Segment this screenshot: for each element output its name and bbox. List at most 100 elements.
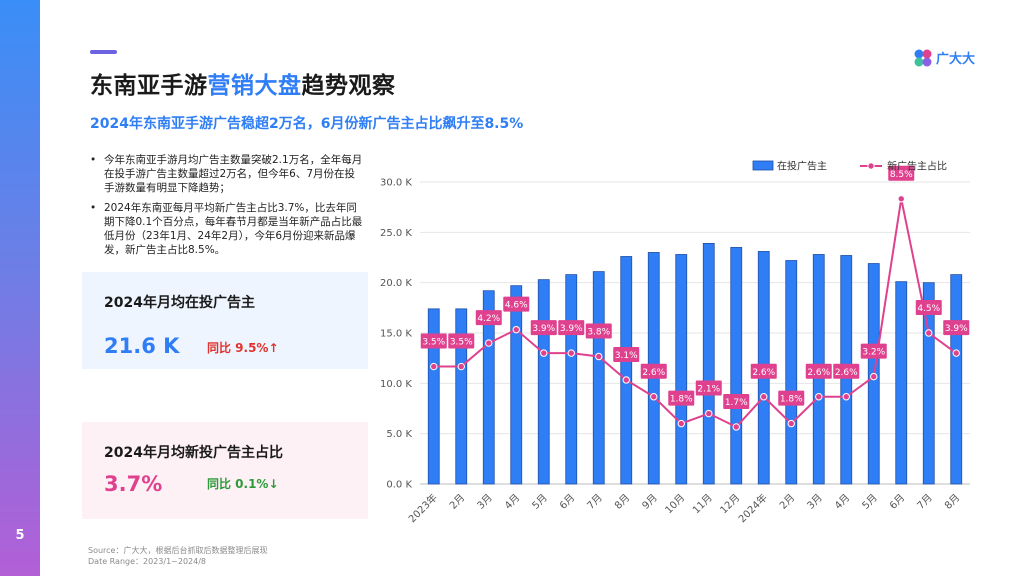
data-label-box (640, 363, 667, 379)
data-label-box (585, 323, 612, 339)
x-tick-label: 8月 (612, 492, 632, 512)
x-tick-label: 3月 (475, 492, 495, 512)
x-tick-label: 2月 (777, 492, 797, 512)
data-label: 2.6% (835, 368, 858, 378)
y-tick-label: 15.0 K (380, 329, 412, 340)
line-point (815, 393, 823, 401)
brand-name: 广大大 (936, 52, 976, 67)
bar (455, 308, 468, 485)
data-label: 3.1% (615, 351, 638, 361)
line-point (897, 195, 905, 203)
line-point (842, 393, 850, 401)
data-label-box (888, 165, 915, 181)
data-label-box (668, 390, 695, 406)
data-label: 2.1% (697, 385, 720, 395)
series-line (433, 198, 957, 429)
data-label-box (420, 333, 447, 349)
x-tick-label: 6月 (557, 492, 577, 512)
bar (785, 260, 798, 485)
data-label: 2.6% (807, 368, 830, 378)
bar (730, 247, 743, 485)
page-subtitle: 2024年东南亚手游广告稳超2万名，6月份新广告主占比飙升至8.5% (90, 116, 524, 132)
data-label-box (530, 320, 557, 336)
source-note: Source：广大大，根据后台抓取后数据整理后展现 Date Range：202… (88, 545, 267, 567)
page-number: 5 (15, 528, 25, 543)
date-range-line: Date Range：2023/1~2024/8 (88, 557, 207, 566)
stat-card-advertisers: 2024年月均在投广告主 21.6 K 同比 9.5%↑ (82, 272, 368, 369)
stat-card-value: 3.7% (104, 472, 163, 496)
data-label: 3.8% (587, 327, 610, 337)
data-label-box (750, 363, 777, 379)
y-tick-label: 20.0 K (380, 278, 412, 289)
y-tick-label: 10.0 K (380, 379, 412, 390)
title-part2: 趋势观察 (301, 73, 396, 99)
y-tick-label: 30.0 K (380, 178, 412, 189)
data-label-box (475, 310, 502, 326)
data-label-box (943, 320, 970, 336)
line-point (677, 419, 685, 428)
x-tick-label: 7月 (915, 492, 935, 512)
data-label-box (915, 300, 942, 315)
data-label-box (833, 363, 860, 379)
y-tick-label: 0.0 K (386, 480, 412, 491)
line-point (512, 325, 520, 334)
stat-card-title: 2024年月均在投广告主 (104, 295, 255, 311)
advertiser-trend-chart: 0.0 K 5.0 K 10.0 K 15.0 K 20.0 K 25.0 K 30.0 K… (380, 160, 970, 525)
x-tick-label: 11月 (690, 492, 715, 517)
data-label-box (695, 380, 722, 396)
line-point (622, 376, 630, 384)
data-label: 3.5% (450, 338, 473, 348)
data-label: 8.5% (890, 170, 913, 180)
data-label: 1.8% (780, 395, 803, 405)
data-label: 2.6% (642, 368, 665, 378)
data-label-box (503, 296, 530, 312)
x-tick-label: 2月 (447, 492, 467, 512)
x-tick-label: 7月 (585, 492, 605, 512)
x-tick-label: 5月 (860, 492, 880, 512)
data-label: 4.5% (917, 304, 940, 314)
line-point (870, 372, 878, 381)
data-label-box (448, 333, 475, 349)
x-tick-label: 5月 (530, 492, 550, 512)
data-label-box (723, 393, 750, 409)
data-label: 4.2% (477, 314, 500, 324)
legend-label: 新广告主占比 (887, 160, 947, 173)
stat-card-title: 2024年月均新投广告主占比 (104, 445, 283, 461)
source-line: Source：广大大，根据后台抓取后数据整理后展现 (88, 546, 268, 555)
data-label-box (860, 343, 887, 359)
x-tick-label: 6月 (887, 492, 907, 512)
x-tick-label: 4月 (502, 492, 522, 512)
line-point (430, 362, 438, 371)
stat-card-yoy: 同比 0.1%↓ (207, 477, 279, 491)
bar (620, 256, 633, 485)
x-tick-label: 8月 (942, 492, 962, 512)
x-tick-label: 2024年 (736, 491, 770, 525)
data-label: 3.2% (862, 348, 885, 358)
data-label-box (778, 390, 805, 406)
page-title: 东南亚手游营销大盘趋势观察 (90, 66, 396, 100)
line-point (595, 352, 603, 361)
bar (702, 243, 715, 485)
line-point (952, 349, 960, 357)
title-accent-line (90, 50, 117, 54)
bar (895, 281, 908, 485)
data-label: 3.5% (422, 338, 445, 348)
line-point (485, 339, 493, 347)
stat-card-yoy: 同比 9.5%↑ (207, 341, 279, 355)
line-point (650, 393, 658, 401)
x-tick-label: 9月 (640, 492, 660, 512)
line-point (567, 349, 575, 357)
data-label-box (558, 320, 585, 336)
y-tick-label: 5.0 K (386, 429, 412, 440)
line-point (457, 362, 465, 371)
line-point (732, 423, 740, 431)
stat-card-new-share: 2024年月均新投广告主占比 3.7% 同比 0.1%↓ (82, 422, 368, 519)
x-tick-label: 3月 (805, 492, 825, 512)
bar (950, 274, 963, 485)
x-tick-label: 10月 (663, 492, 688, 517)
data-label: 3.9% (560, 324, 583, 334)
x-tick-label: 4月 (832, 492, 852, 512)
stat-card-value: 21.6 K (104, 334, 180, 358)
data-label: 3.9% (532, 324, 555, 334)
bar (510, 285, 523, 485)
